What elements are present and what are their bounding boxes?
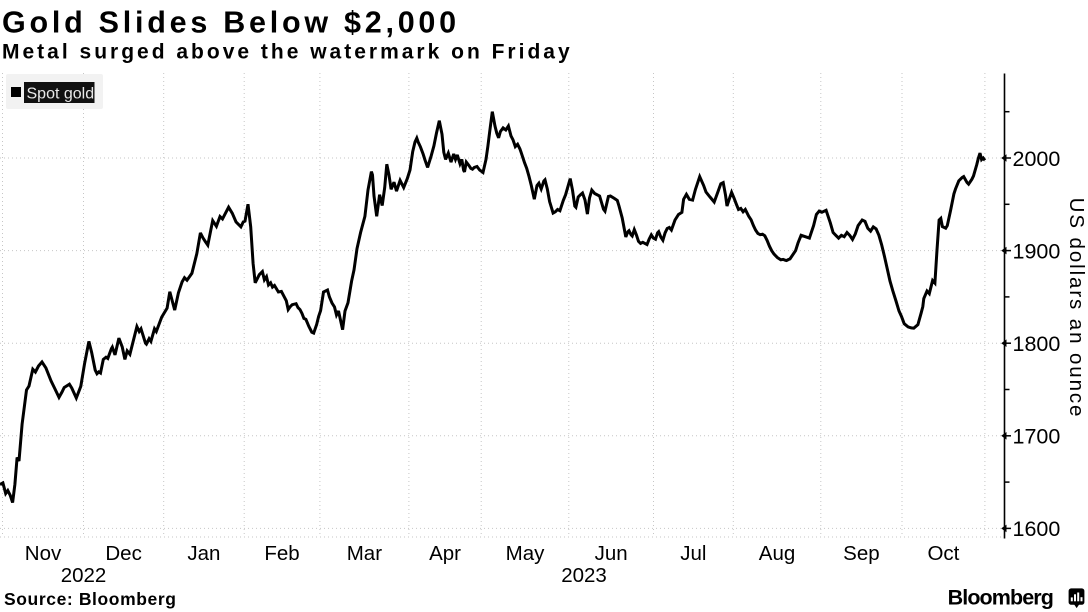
svg-text:Bloomberg: Bloomberg [948,586,1053,610]
svg-text:Metal surged above the waterma: Metal surged above the watermark on Frid… [2,41,573,64]
svg-text:Jul: Jul [680,542,706,565]
svg-text:US dollars an ounce: US dollars an ounce [1065,198,1088,419]
svg-text:May: May [506,542,545,565]
svg-text:Jan: Jan [187,542,220,565]
svg-text:1900: 1900 [1013,239,1061,263]
svg-text:Gold Slides Below $2,000: Gold Slides Below $2,000 [2,6,460,40]
svg-text:Mar: Mar [347,542,382,565]
svg-text:2000: 2000 [1013,147,1061,171]
svg-text:1700: 1700 [1013,425,1061,449]
svg-text:Aug: Aug [759,542,795,565]
svg-text:Dec: Dec [105,542,141,565]
svg-text:Apr: Apr [429,542,461,565]
svg-text:Feb: Feb [264,542,299,565]
svg-text:Nov: Nov [25,542,62,565]
svg-text:2022: 2022 [61,564,107,587]
svg-text:1800: 1800 [1013,332,1061,356]
svg-text:Source: Bloomberg: Source: Bloomberg [4,589,177,609]
svg-text:Oct: Oct [927,542,959,565]
svg-text:Jun: Jun [595,542,628,565]
svg-text:Sep: Sep [843,542,879,565]
svg-text:1600: 1600 [1013,517,1061,541]
svg-text:2023: 2023 [561,564,607,587]
svg-text:Spot gold: Spot gold [27,86,95,103]
